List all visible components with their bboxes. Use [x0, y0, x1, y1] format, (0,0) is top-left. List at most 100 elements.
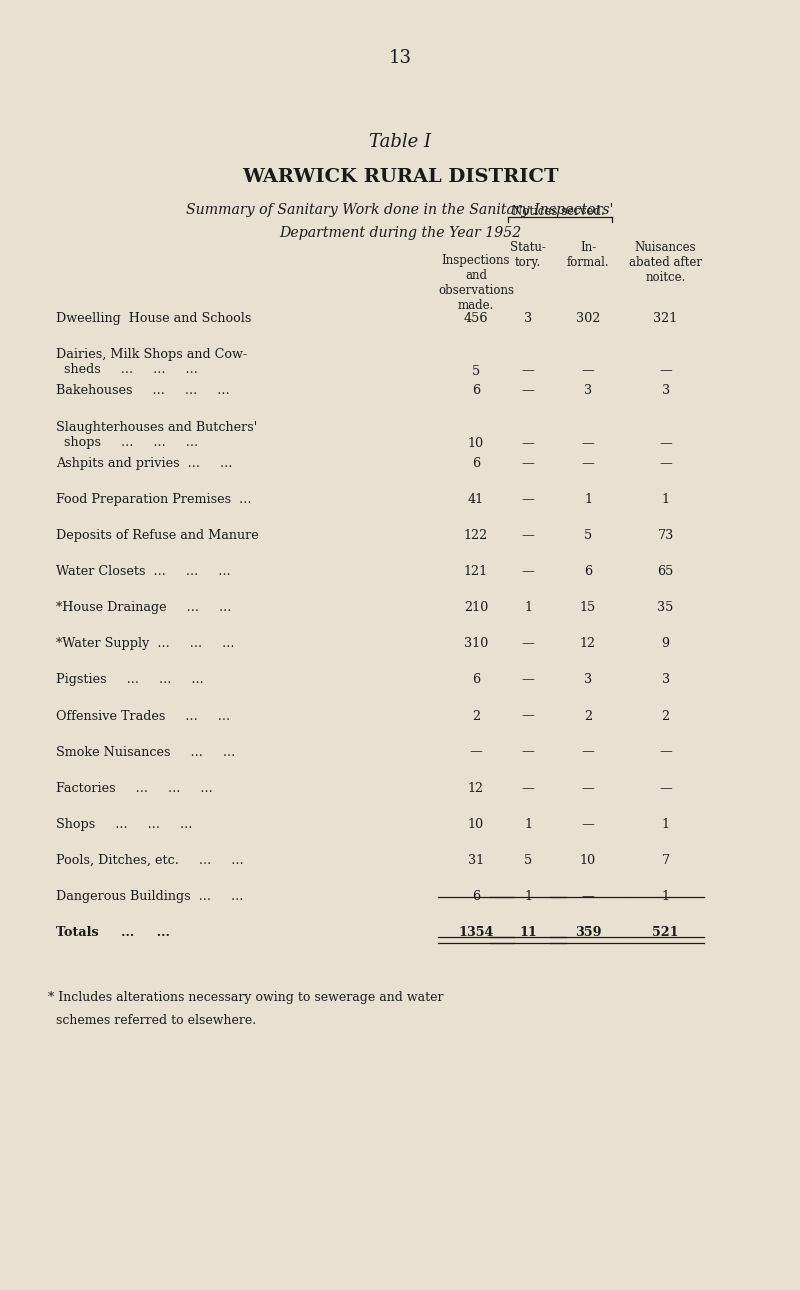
Text: Shops     ...     ...     ...: Shops ... ... ... [56, 818, 192, 831]
Text: *Water Supply  ...     ...     ...: *Water Supply ... ... ... [56, 637, 234, 650]
Text: 3: 3 [662, 384, 670, 397]
Text: 6: 6 [472, 673, 480, 686]
Text: 456: 456 [464, 312, 488, 325]
Text: 6: 6 [472, 890, 480, 903]
Text: 10: 10 [468, 437, 484, 450]
Text: —: — [582, 457, 594, 470]
Text: 3: 3 [662, 673, 670, 686]
Text: Pigsties     ...     ...     ...: Pigsties ... ... ... [56, 673, 204, 686]
Text: 1: 1 [584, 493, 592, 506]
Text: 3: 3 [524, 312, 532, 325]
Text: Department during the Year 1952: Department during the Year 1952 [279, 226, 521, 240]
Text: 12: 12 [580, 637, 596, 650]
Text: 11: 11 [519, 926, 537, 939]
Text: Statu-
tory.: Statu- tory. [510, 241, 546, 270]
Text: Smoke Nuisances     ...     ...: Smoke Nuisances ... ... [56, 746, 235, 759]
Text: Offensive Trades     ...     ...: Offensive Trades ... ... [56, 710, 230, 722]
Text: —: — [522, 637, 534, 650]
Text: Inspections
and
observations
made.: Inspections and observations made. [438, 254, 514, 312]
Text: 321: 321 [654, 312, 678, 325]
Text: 1: 1 [662, 493, 670, 506]
Text: schemes referred to elsewhere.: schemes referred to elsewhere. [48, 1014, 256, 1027]
Text: —: — [582, 365, 594, 378]
Text: 1354: 1354 [458, 926, 494, 939]
Text: 13: 13 [389, 49, 411, 67]
Text: 2: 2 [472, 710, 480, 722]
Text: Dweelling  House and Schools: Dweelling House and Schools [56, 312, 251, 325]
Text: —: — [522, 493, 534, 506]
Text: 5: 5 [472, 365, 480, 378]
Text: 10: 10 [580, 854, 596, 867]
Text: 521: 521 [652, 926, 679, 939]
Text: 1: 1 [662, 890, 670, 903]
Text: 6: 6 [472, 384, 480, 397]
Text: 302: 302 [576, 312, 600, 325]
Text: 35: 35 [658, 601, 674, 614]
Text: 73: 73 [658, 529, 674, 542]
Text: Bakehouses     ...     ...     ...: Bakehouses ... ... ... [56, 384, 230, 397]
Text: 41: 41 [468, 493, 484, 506]
Text: Totals     ...     ...: Totals ... ... [56, 926, 170, 939]
Text: 65: 65 [658, 565, 674, 578]
Text: Factories     ...     ...     ...: Factories ... ... ... [56, 782, 213, 795]
Text: 12: 12 [468, 782, 484, 795]
Text: 31: 31 [468, 854, 484, 867]
Text: 359: 359 [574, 926, 602, 939]
Text: —: — [522, 437, 534, 450]
Text: —: — [659, 782, 672, 795]
Text: 1: 1 [662, 818, 670, 831]
Text: 6: 6 [584, 565, 592, 578]
Text: —: — [522, 746, 534, 759]
Text: 1: 1 [524, 818, 532, 831]
Text: —: — [659, 457, 672, 470]
Text: 3: 3 [584, 673, 592, 686]
Text: —: — [522, 365, 534, 378]
Text: 2: 2 [584, 710, 592, 722]
Text: —: — [522, 529, 534, 542]
Text: 2: 2 [662, 710, 670, 722]
Text: —: — [582, 818, 594, 831]
Text: —: — [659, 437, 672, 450]
Text: Food Preparation Premises  ...: Food Preparation Premises ... [56, 493, 251, 506]
Text: —: — [522, 565, 534, 578]
Text: —: — [659, 746, 672, 759]
Text: 5: 5 [524, 854, 532, 867]
Text: Table I: Table I [369, 133, 431, 151]
Text: WARWICK RURAL DISTRICT: WARWICK RURAL DISTRICT [242, 168, 558, 186]
Text: —: — [522, 782, 534, 795]
Text: —: — [582, 746, 594, 759]
Text: Notices served.: Notices served. [512, 205, 604, 218]
Text: In-
formal.: In- formal. [566, 241, 610, 270]
Text: —: — [522, 673, 534, 686]
Text: —: — [522, 384, 534, 397]
Text: —: — [522, 457, 534, 470]
Text: 210: 210 [464, 601, 488, 614]
Text: —: — [522, 710, 534, 722]
Text: 7: 7 [662, 854, 670, 867]
Text: 6: 6 [472, 457, 480, 470]
Text: Dairies, Milk Shops and Cow-
  sheds     ...     ...     ...: Dairies, Milk Shops and Cow- sheds ... .… [56, 348, 247, 377]
Text: 1: 1 [524, 601, 532, 614]
Text: Nuisances
abated after
noitce.: Nuisances abated after noitce. [629, 241, 702, 284]
Text: * Includes alterations necessary owing to sewerage and water: * Includes alterations necessary owing t… [48, 991, 443, 1004]
Text: —: — [659, 365, 672, 378]
Text: Pools, Ditches, etc.     ...     ...: Pools, Ditches, etc. ... ... [56, 854, 244, 867]
Text: —: — [582, 890, 594, 903]
Text: 10: 10 [468, 818, 484, 831]
Text: Deposits of Refuse and Manure: Deposits of Refuse and Manure [56, 529, 258, 542]
Text: 121: 121 [464, 565, 488, 578]
Text: Ashpits and privies  ...     ...: Ashpits and privies ... ... [56, 457, 232, 470]
Text: 9: 9 [662, 637, 670, 650]
Text: 310: 310 [464, 637, 488, 650]
Text: 122: 122 [464, 529, 488, 542]
Text: Summary of Sanitary Work done in the Sanitary Inspectors': Summary of Sanitary Work done in the San… [186, 203, 614, 217]
Text: 5: 5 [584, 529, 592, 542]
Text: —: — [582, 782, 594, 795]
Text: —: — [582, 437, 594, 450]
Text: 3: 3 [584, 384, 592, 397]
Text: Dangerous Buildings  ...     ...: Dangerous Buildings ... ... [56, 890, 243, 903]
Text: Slaughterhouses and Butchers'
  shops     ...     ...     ...: Slaughterhouses and Butchers' shops ... … [56, 421, 258, 449]
Text: *House Drainage     ...     ...: *House Drainage ... ... [56, 601, 231, 614]
Text: 1: 1 [524, 890, 532, 903]
Text: Water Closets  ...     ...     ...: Water Closets ... ... ... [56, 565, 230, 578]
